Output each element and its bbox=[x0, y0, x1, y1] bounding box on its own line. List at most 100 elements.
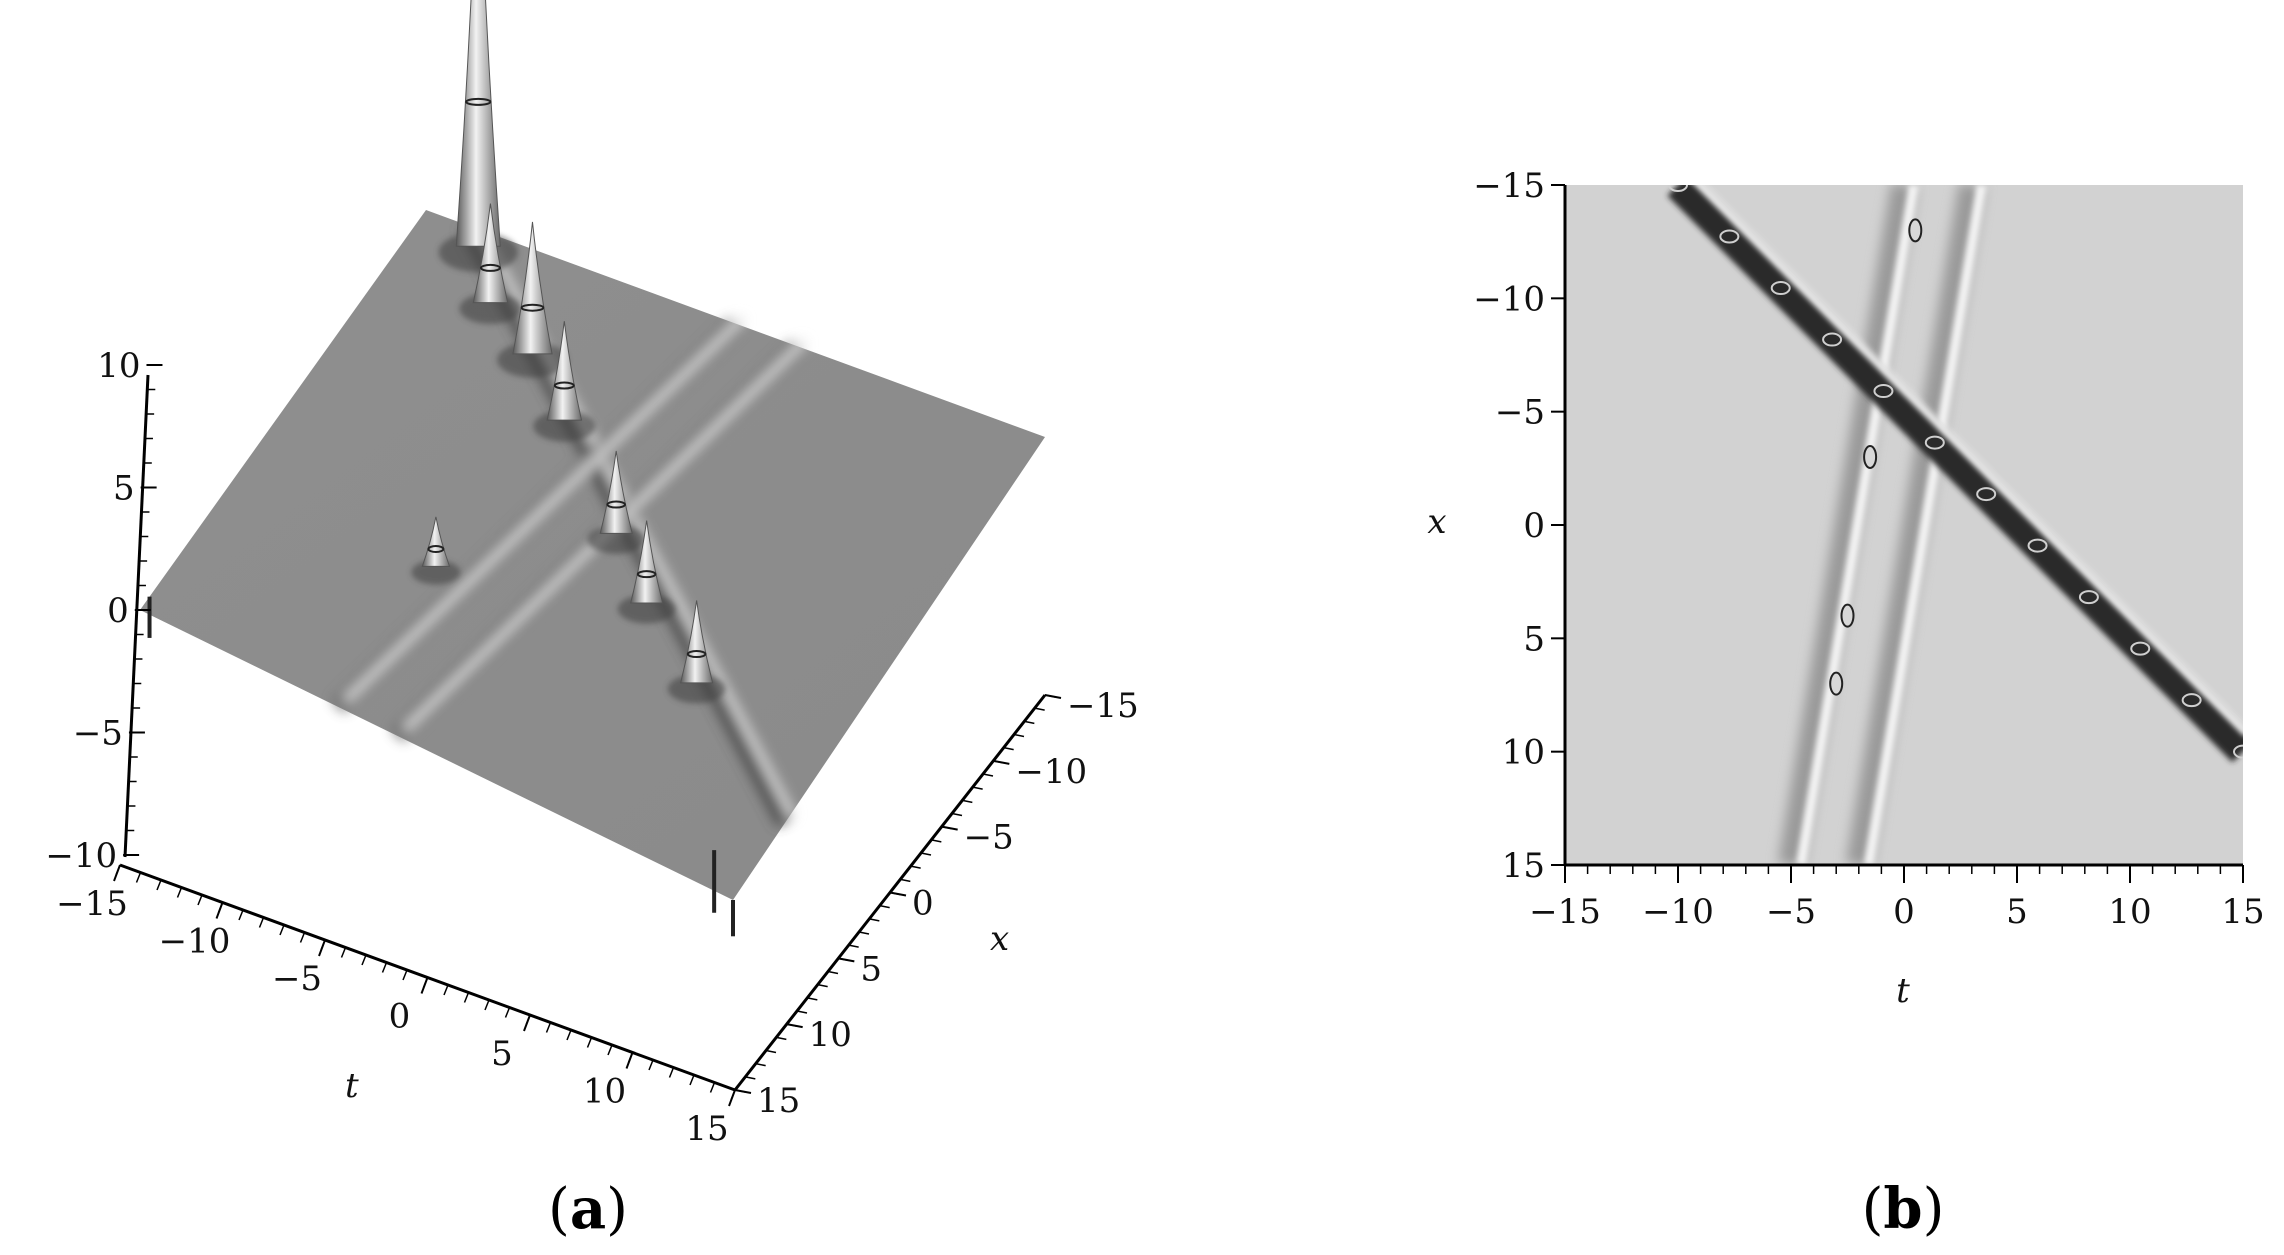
peak-3 bbox=[512, 221, 553, 355]
t-minor-tick bbox=[586, 1037, 593, 1048]
caption-a: (a) bbox=[548, 1176, 628, 1242]
peak-5 bbox=[599, 450, 633, 534]
x-minor-tick bbox=[982, 773, 994, 777]
heatmap-contour bbox=[1668, 185, 1688, 192]
peak-1 bbox=[455, 0, 501, 247]
x-minor-tick bbox=[920, 852, 932, 856]
heatmap-x-tick-label: −10 bbox=[1642, 892, 1714, 932]
x-minor-tick bbox=[910, 865, 921, 869]
heatmap-y-tick-label: −10 bbox=[1473, 279, 1545, 319]
peak-contour-8 bbox=[427, 545, 445, 554]
heatmap-contour bbox=[2078, 590, 2099, 605]
t-tick-label: −10 bbox=[159, 922, 231, 962]
peak-contour-2 bbox=[479, 263, 501, 272]
x-minor-tick bbox=[858, 931, 870, 935]
x-tick bbox=[993, 759, 1010, 765]
t-minor-tick bbox=[258, 917, 265, 928]
x-axis-label-3d: x bbox=[990, 919, 1009, 959]
z-tick-label: −5 bbox=[73, 714, 123, 754]
x-minor-tick bbox=[1003, 746, 1014, 751]
t-tick-label: 15 bbox=[685, 1109, 728, 1149]
peak-8 bbox=[421, 516, 451, 567]
t-minor-tick bbox=[197, 894, 203, 906]
heatmap-marker-3 bbox=[1829, 671, 1844, 696]
peak-contour-4 bbox=[553, 381, 575, 390]
t-tick-label: −5 bbox=[272, 959, 322, 999]
heatmap-y-tick-label: −5 bbox=[1495, 393, 1545, 433]
x-tick bbox=[838, 957, 855, 963]
t-minor-tick bbox=[607, 1044, 613, 1056]
heatmap-xlabel: t bbox=[1896, 971, 1910, 1011]
t-axis: −15 −10 −5 0 5 10 15 bbox=[56, 863, 736, 1149]
z-tick-label: −10 bbox=[45, 836, 117, 876]
t-tick-label: 5 bbox=[491, 1034, 513, 1074]
t-tick bbox=[625, 1052, 634, 1069]
x-minor-tick bbox=[796, 1010, 808, 1014]
z-axis: −10 −5 0 5 10 bbox=[45, 346, 163, 876]
heatmap-x-tick-label: 15 bbox=[2221, 892, 2264, 932]
x-minor-tick bbox=[972, 786, 983, 790]
peak-contour-3 bbox=[520, 303, 545, 312]
x-tick-label: −15 bbox=[1067, 686, 1139, 726]
x-minor-tick bbox=[869, 918, 880, 922]
x-minor-tick bbox=[765, 1049, 777, 1054]
heatmap-marker-2 bbox=[1863, 445, 1878, 469]
t-tick-label: −15 bbox=[56, 884, 128, 924]
heatmap-contour bbox=[1822, 332, 1843, 347]
x-tick-label: 15 bbox=[757, 1081, 800, 1121]
x-minor-tick bbox=[951, 812, 963, 817]
peak-7 bbox=[679, 600, 714, 684]
x-minor-tick bbox=[848, 944, 859, 948]
x-tick bbox=[889, 891, 907, 897]
x-minor-tick bbox=[900, 878, 911, 883]
heatmap-contour bbox=[2027, 538, 2048, 553]
x-minor-tick bbox=[776, 1036, 787, 1041]
t-minor-tick bbox=[689, 1074, 695, 1086]
heatmap-y-tick-label: 0 bbox=[1523, 506, 1545, 546]
surface-peaks bbox=[147, 0, 735, 937]
t-minor-tick bbox=[443, 984, 449, 996]
heatmap-ylabel: x bbox=[1427, 502, 1446, 542]
x-minor-tick bbox=[807, 997, 818, 1001]
x-minor-tick bbox=[755, 1062, 766, 1067]
t-minor-tick bbox=[176, 887, 183, 898]
heatmap-contour bbox=[2130, 641, 2151, 656]
t-minor-tick bbox=[238, 909, 244, 921]
t-minor-tick bbox=[463, 992, 470, 1003]
x-minor-tick bbox=[827, 970, 839, 975]
heatmap-contour bbox=[2181, 693, 2202, 708]
x-minor-tick bbox=[962, 799, 973, 804]
t-minor-tick bbox=[545, 1022, 552, 1033]
t-tick-label: 0 bbox=[389, 997, 411, 1037]
t-tick bbox=[113, 864, 121, 882]
t-minor-tick bbox=[504, 1007, 511, 1018]
t-minor-tick bbox=[340, 947, 347, 958]
x-minor-tick bbox=[1034, 707, 1045, 711]
x-tick bbox=[786, 1023, 803, 1029]
x-minor-tick bbox=[931, 839, 942, 843]
panel-b-density-plot: −15 −10 −5 0 5 10 15 −15 −10 −5 0 5 10 15 t x (b) bbox=[1427, 166, 2264, 1242]
z-tick-label: 5 bbox=[113, 469, 135, 509]
heatmap-band-light-2 bbox=[1845, 185, 1985, 865]
x-tick bbox=[941, 825, 958, 831]
peak-4 bbox=[546, 321, 583, 421]
heatmap-y-tick-label: 15 bbox=[1502, 846, 1545, 886]
ridge-light-2 bbox=[342, 314, 747, 704]
heatmap-contour bbox=[1873, 384, 1894, 399]
heatmap-band-main bbox=[1667, 185, 2243, 763]
t-axis-label: t bbox=[345, 1066, 359, 1106]
t-minor-tick bbox=[135, 872, 142, 883]
x-minor-tick bbox=[1013, 733, 1025, 738]
t-minor-tick bbox=[648, 1059, 654, 1071]
t-minor-tick bbox=[709, 1082, 716, 1093]
z-axis-line bbox=[123, 374, 150, 858]
x-tick-label: 10 bbox=[809, 1015, 852, 1055]
t-tick bbox=[318, 939, 326, 957]
x-tick-label: −5 bbox=[964, 818, 1014, 858]
t-tick bbox=[523, 1014, 531, 1032]
t-tick bbox=[728, 1089, 736, 1107]
x-minor-tick bbox=[817, 983, 828, 988]
